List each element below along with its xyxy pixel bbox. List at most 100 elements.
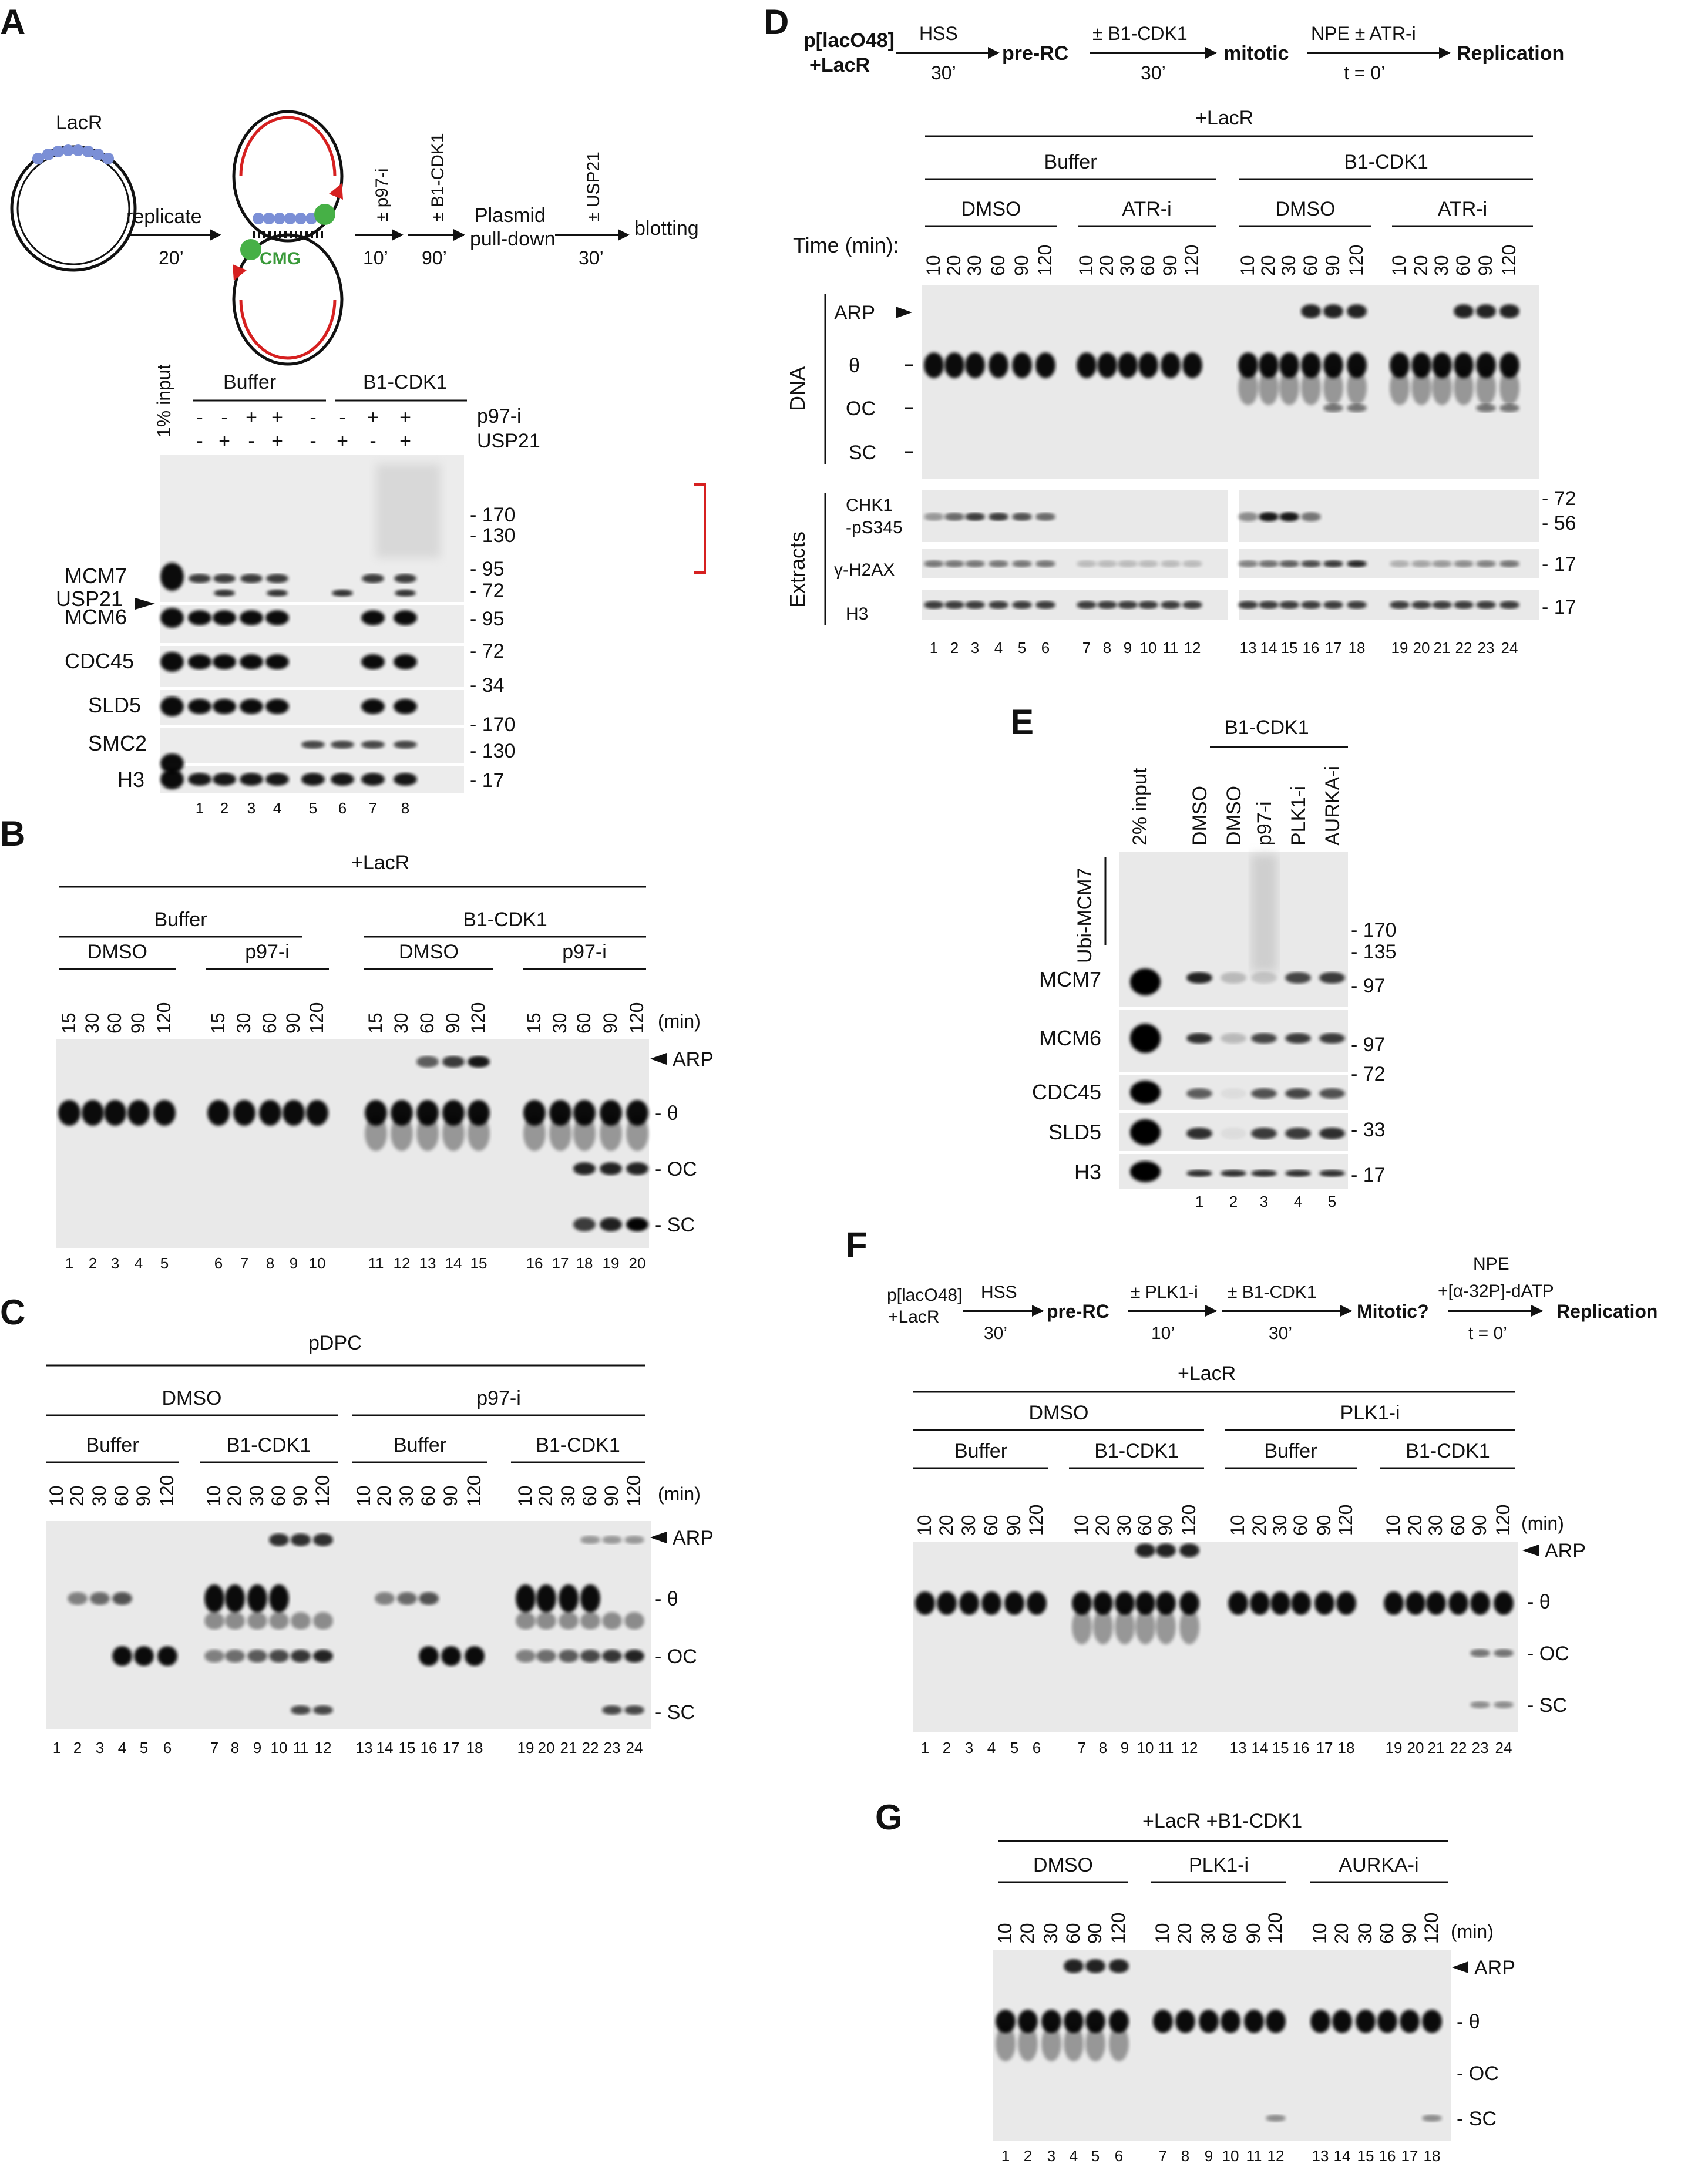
time-label: 20: [1092, 1515, 1113, 1536]
lane-number: 6: [1041, 639, 1050, 657]
gel-band: [516, 1584, 536, 1613]
lane-number: 1: [1195, 1193, 1203, 1210]
band-arp: ARP: [834, 302, 875, 324]
mw-marker: - 97: [1351, 1034, 1386, 1056]
usp21-sign: +: [337, 430, 348, 452]
cmg-label: CMG: [260, 249, 301, 268]
panel-label-b: B: [0, 814, 25, 853]
lane-number: 4: [994, 639, 1003, 657]
gel-band: [1476, 560, 1496, 567]
gel-band: [1135, 1591, 1155, 1615]
gel-band: [301, 741, 325, 749]
time-label: 120: [1178, 1505, 1199, 1536]
gel-band: [134, 1646, 154, 1666]
panel-e: E B1-CDK1 2% input DMSO DMSO p97-i PLK1-i AUR…: [1010, 702, 1397, 1210]
time-label: 10: [994, 1923, 1016, 1944]
input-label: 1% input: [153, 364, 174, 438]
lane-number: 12: [394, 1254, 411, 1272]
gel-band: [1186, 1170, 1212, 1177]
gel-band: [1012, 513, 1032, 521]
subgroup-label: Buffer: [86, 1434, 139, 1456]
panel-d-gel: [922, 285, 1539, 479]
gel-band: [1156, 1609, 1176, 1644]
mw-marker: - 17: [1542, 553, 1576, 576]
gel-band: [1041, 2026, 1061, 2061]
lane-number: 14: [376, 1739, 394, 1757]
lane-number: 15: [1281, 639, 1298, 657]
gel-band: [1406, 1591, 1425, 1615]
mw-marker: - 72: [470, 640, 505, 662]
gel-band: [213, 610, 236, 625]
lane-number: 5: [1091, 2147, 1100, 2165]
gel-band: [240, 574, 263, 583]
time-label: 30: [1354, 1923, 1376, 1944]
mw-marker: - 95: [470, 558, 505, 580]
gel-band: [1301, 560, 1321, 567]
gel-band: [1238, 352, 1258, 378]
gel-band: [1118, 601, 1138, 609]
lane-number: 2: [1229, 1193, 1238, 1210]
gel-band: [1347, 304, 1367, 318]
gel-band: [267, 590, 288, 597]
time-label: 60: [418, 1485, 439, 1506]
panel-g: G +LacR +B1-CDK1 DMSO PLK1-i AURKA-i10 20 30…: [875, 1798, 1515, 2165]
gel-band: [1347, 560, 1367, 567]
time-label: 90: [440, 1485, 461, 1506]
lane-number: 18: [466, 1739, 483, 1757]
gel-band: [160, 696, 184, 716]
gel-band: [394, 610, 417, 625]
row-label: CDC45: [1032, 1080, 1101, 1104]
gel-band: [1179, 1591, 1199, 1615]
gel-band: [1130, 1081, 1161, 1104]
gel-band: [214, 590, 235, 597]
lane-number: 15: [1272, 1739, 1289, 1757]
gel-band: [1323, 404, 1343, 412]
gel-band: [204, 1650, 224, 1663]
time-label: 120: [306, 1002, 327, 1034]
gel-band: [291, 1705, 311, 1715]
lane-number: 24: [626, 1739, 643, 1757]
svg-text:HSS: HSS: [919, 23, 958, 44]
gel-band: [1118, 352, 1138, 378]
band-arp: ARP: [1545, 1540, 1586, 1562]
lane-number: 21: [560, 1739, 577, 1757]
sign-rows: ---++-++---++-++: [196, 406, 411, 452]
subgroup-label: DMSO: [961, 198, 1021, 220]
gel-band: [1064, 2010, 1084, 2033]
gel-band: [1244, 2010, 1264, 2033]
time-label: 10: [1388, 255, 1410, 276]
gel-band: [1499, 370, 1519, 405]
svg-text:30’: 30’: [1141, 62, 1166, 83]
gel-band: [1085, 2026, 1105, 2061]
gel-band: [624, 1536, 644, 1544]
gel-band: [559, 1584, 579, 1613]
gel-band: [362, 574, 384, 583]
lane-number: 4: [118, 1739, 126, 1757]
gel-band: [944, 513, 964, 521]
gel-band: [1109, 1959, 1129, 1973]
gel-band: [1250, 1591, 1270, 1615]
lane-number: 4: [1294, 1193, 1302, 1210]
usp21-label: USP21: [477, 430, 540, 452]
subgroup-label: PLK1-i: [1189, 1854, 1249, 1876]
p97i-sign: +: [271, 406, 283, 429]
gel-band: [559, 1612, 579, 1630]
lane-number: 7: [240, 1254, 248, 1272]
time-label: 120: [156, 1475, 177, 1506]
time-label: 10: [46, 1485, 67, 1506]
gel-band: [1085, 1959, 1105, 1973]
gel-band: [1259, 512, 1279, 521]
group-label: PLK1-i: [1340, 1402, 1400, 1424]
gel-band: [1012, 352, 1032, 378]
gel-band: [1347, 404, 1367, 412]
lane-number: 1: [930, 639, 938, 657]
gel-band: [1259, 352, 1279, 378]
time-label: 90: [1243, 1923, 1264, 1944]
gel-band: [1018, 2010, 1038, 2033]
group-b1cdk1: B1-CDK1: [363, 371, 448, 393]
lane-number: 5: [309, 799, 317, 817]
p97i-sign: +: [246, 406, 257, 429]
mw-marker: - 33: [1351, 1119, 1386, 1141]
usp21-sign: -: [369, 430, 376, 452]
mw-marker: - 72: [1542, 487, 1576, 510]
